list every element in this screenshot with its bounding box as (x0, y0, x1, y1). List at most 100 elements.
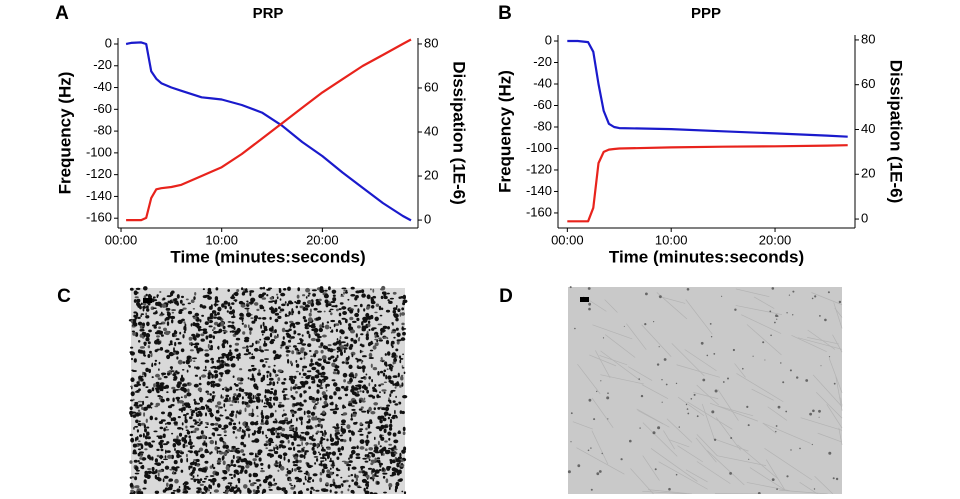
platelet (173, 379, 177, 381)
platelet (176, 454, 180, 458)
speck (774, 322, 776, 324)
platelet (188, 365, 190, 367)
platelet (357, 308, 359, 313)
x-tick-label: 10:00 (655, 232, 688, 247)
platelet (324, 294, 329, 299)
platelet (188, 435, 191, 438)
speck (812, 444, 813, 445)
platelet (336, 469, 340, 471)
platelet (153, 296, 156, 298)
platelet (203, 288, 205, 290)
platelet (177, 294, 180, 299)
platelet (363, 376, 365, 378)
platelet (309, 396, 313, 400)
platelet (290, 387, 292, 390)
platelet (277, 296, 279, 299)
platelet (136, 312, 138, 317)
platelet (231, 363, 236, 367)
platelet (331, 465, 335, 467)
platelet (381, 308, 383, 311)
platelet (223, 445, 226, 449)
platelet (388, 417, 390, 420)
platelet (206, 335, 209, 339)
platelet (180, 377, 185, 382)
platelet (306, 471, 309, 474)
platelet (275, 410, 277, 413)
platelet (317, 370, 319, 373)
platelet (336, 309, 339, 312)
platelet (292, 414, 295, 417)
speck (687, 288, 690, 291)
platelet (361, 361, 363, 364)
platelet (202, 435, 206, 440)
platelet (152, 363, 154, 367)
platelet (310, 359, 312, 363)
platelet (308, 473, 310, 477)
platelet (388, 301, 393, 304)
platelet (391, 390, 396, 392)
platelet (346, 464, 351, 466)
platelet (396, 328, 399, 331)
platelet (330, 402, 333, 405)
platelet (208, 479, 212, 481)
platelet (340, 345, 344, 350)
platelet (224, 435, 227, 437)
platelet (348, 485, 350, 488)
platelet (204, 353, 209, 357)
platelet (384, 382, 387, 384)
platelet (316, 317, 320, 320)
platelet (299, 402, 302, 407)
platelet (291, 308, 293, 313)
platelet (333, 295, 336, 297)
platelet (249, 302, 254, 304)
y-tick-label: -80 (533, 118, 552, 133)
platelet (333, 409, 336, 411)
platelet (190, 426, 195, 428)
platelet (352, 321, 357, 323)
platelet (170, 292, 173, 297)
platelet (244, 392, 249, 394)
platelet (183, 321, 185, 323)
speck (789, 295, 790, 296)
y-tick-label: -120 (526, 161, 552, 176)
platelet (174, 300, 179, 304)
platelet (347, 489, 349, 492)
platelet (217, 312, 220, 315)
platelet (388, 414, 391, 417)
platelet (276, 435, 281, 438)
platelet (320, 413, 322, 415)
platelet (217, 331, 221, 334)
platelet (266, 390, 269, 392)
platelet (163, 443, 168, 445)
platelet (296, 480, 298, 482)
speck (776, 319, 777, 320)
speck (762, 341, 764, 343)
platelet (200, 478, 203, 481)
platelet (227, 289, 230, 292)
platelet (334, 365, 339, 368)
platelet (333, 382, 338, 386)
platelet (319, 478, 322, 483)
platelet (278, 369, 283, 372)
platelet (376, 475, 379, 477)
platelet (205, 412, 207, 416)
speck (839, 301, 841, 303)
platelet (397, 333, 401, 338)
platelet (203, 487, 208, 491)
platelet (140, 325, 143, 329)
platelet (387, 375, 391, 379)
platelet (348, 467, 350, 471)
platelet (222, 339, 227, 343)
platelet (262, 431, 264, 435)
platelet (308, 478, 311, 480)
speck (714, 439, 716, 441)
platelet (215, 472, 219, 476)
platelet (386, 405, 390, 407)
speck (786, 475, 788, 477)
platelet (318, 452, 320, 454)
platelet (251, 353, 253, 355)
speck (778, 406, 781, 409)
platelet (265, 415, 270, 420)
platelet (192, 357, 197, 359)
platelet (302, 366, 307, 369)
